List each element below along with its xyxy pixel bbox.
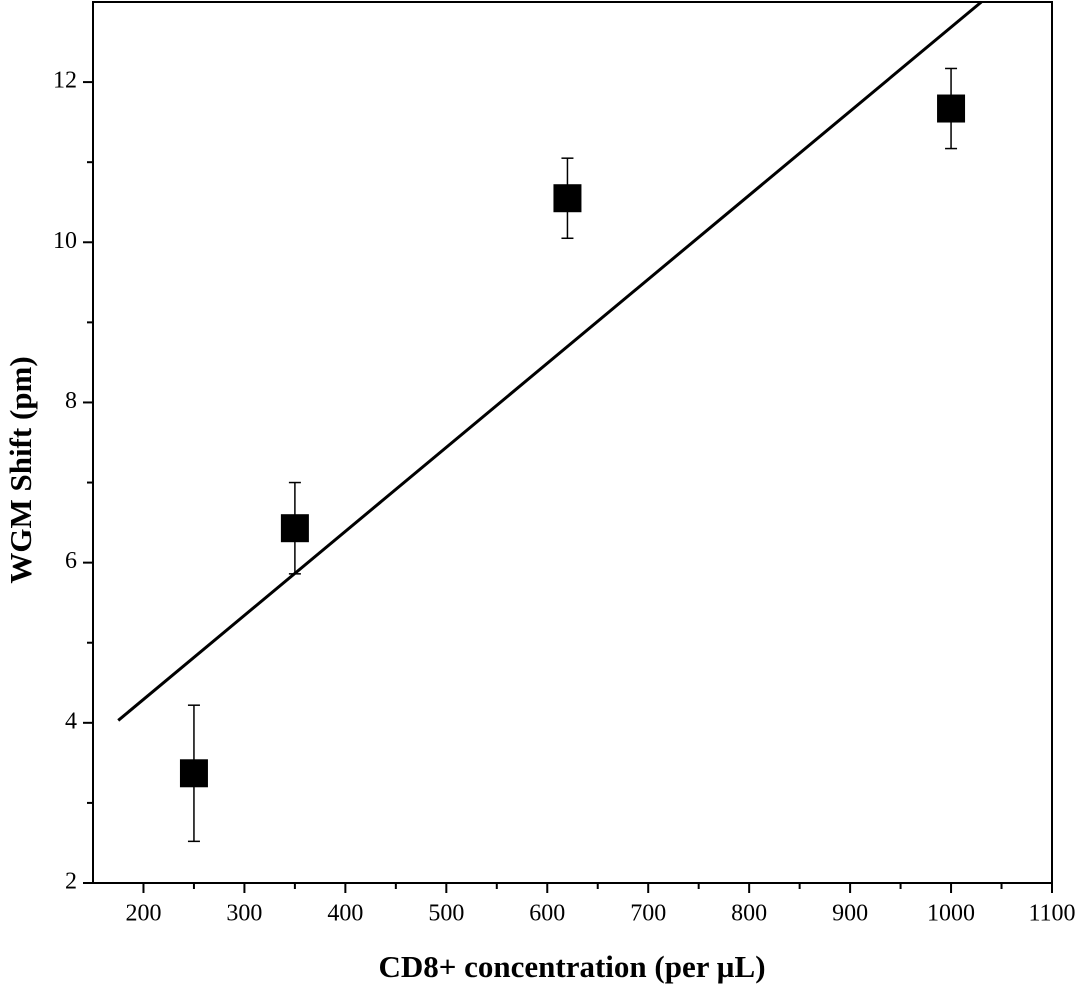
x-tick-label: 700 <box>630 901 666 927</box>
x-axis-title: CD8+ concentration (per µL) <box>378 949 765 984</box>
x-tick-label: 800 <box>731 901 767 927</box>
y-tick-label: 10 <box>53 228 77 254</box>
x-tick-label: 500 <box>428 901 464 927</box>
x-tick-label: 900 <box>832 901 868 927</box>
fit-line <box>117 0 983 722</box>
x-tick-label: 200 <box>125 901 161 927</box>
marker <box>553 184 582 213</box>
x-tick-label: 600 <box>529 901 565 927</box>
y-tick-label: 8 <box>65 388 77 414</box>
y-axis-title: WGM Shift (pm) <box>3 356 38 583</box>
marker <box>280 514 309 543</box>
x-tick-label: 300 <box>226 901 262 927</box>
marker <box>179 759 208 788</box>
marker <box>937 94 966 123</box>
x-tick-label: 1100 <box>1028 901 1075 927</box>
x-tick-label: 400 <box>327 901 363 927</box>
x-tick-label: 1000 <box>927 901 975 927</box>
y-tick-label: 4 <box>65 708 77 734</box>
plot-frame <box>92 1 1053 884</box>
y-tick-label: 6 <box>65 548 77 574</box>
y-tick-label: 12 <box>53 68 77 94</box>
y-tick-label: 2 <box>65 869 77 895</box>
